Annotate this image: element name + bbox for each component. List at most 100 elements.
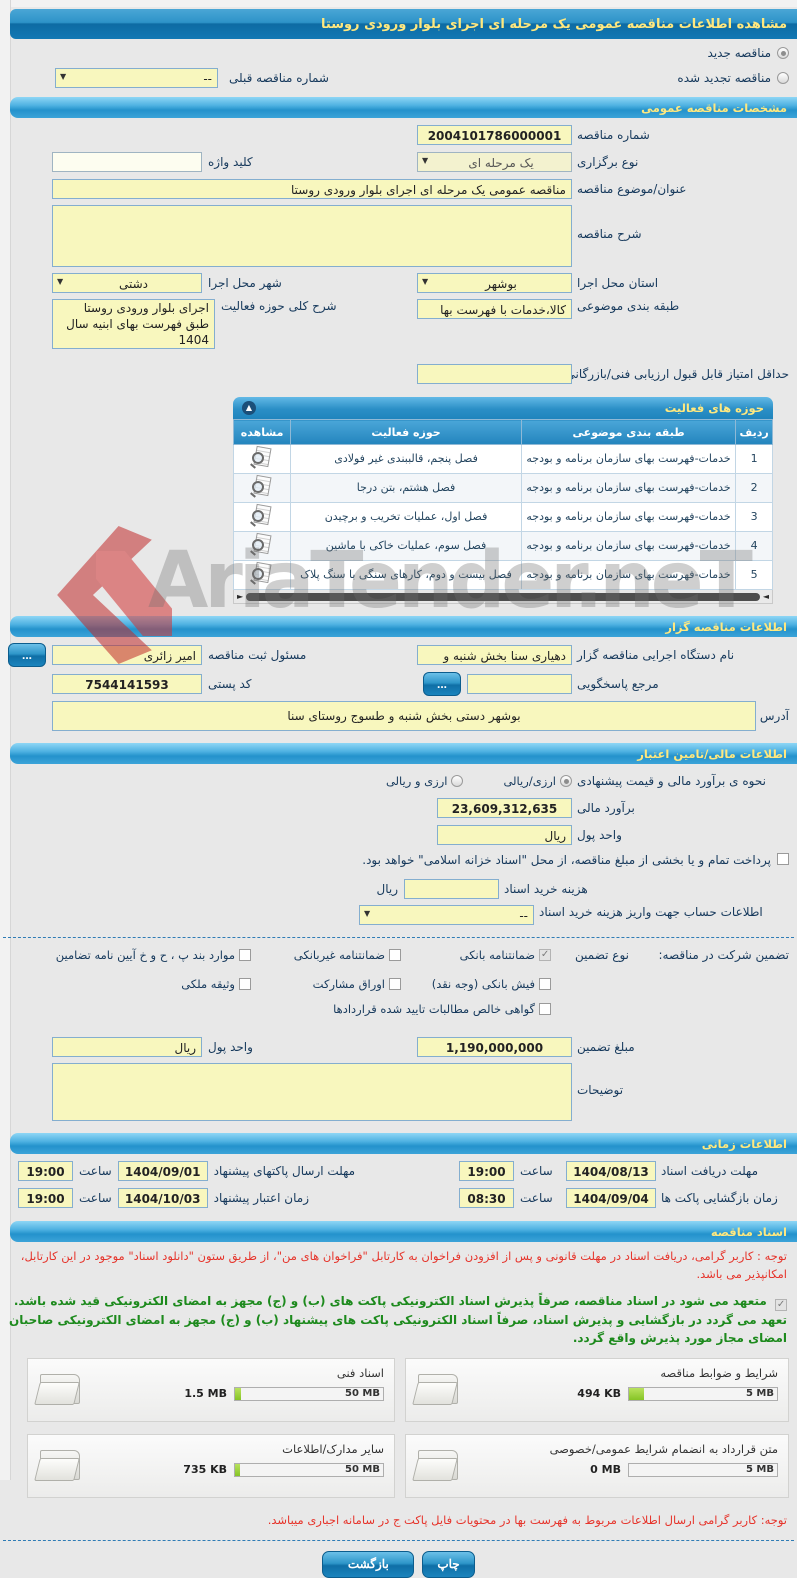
holding-type-label: نوع برگزاری bbox=[577, 155, 639, 169]
address-field[interactable]: بوشهر دستی بخش شنبه و طسوج روستای سنا bbox=[52, 701, 756, 731]
row-field: فصل سوم، عملیات خاکی با ماشین bbox=[290, 531, 522, 561]
scope-textarea[interactable]: اجرای بلوار ورودی روستا طبق فهرست بهای ا… bbox=[52, 299, 215, 349]
agency-name-label: نام دستگاه اجرایی مناقصه گزار bbox=[577, 648, 735, 662]
currency-field[interactable]: ریال bbox=[437, 825, 572, 845]
province-select[interactable]: ▼ بوشهر bbox=[417, 273, 572, 293]
upload-progress-bar: 5 MB bbox=[628, 1462, 778, 1477]
guarantee-claims-checkbox[interactable] bbox=[539, 1003, 551, 1015]
back-button[interactable]: بازگشت bbox=[322, 1550, 415, 1578]
guarantee-amount-row: مبلغ تضمین 1,190,000,000 واحد پول ریال bbox=[52, 1036, 789, 1058]
row-category: خدمات-فهرست بهای سازمان برنامه و بودجه bbox=[520, 502, 737, 532]
keyword-input[interactable] bbox=[52, 152, 202, 172]
currency-label: واحد پول bbox=[577, 828, 622, 842]
estimate-amount-row: برآورد مالی 23,609,312,635 bbox=[52, 797, 789, 819]
upload-current-size: 494 KB bbox=[577, 1387, 621, 1401]
section-schedule-title: اطلاعات زمانی bbox=[701, 1136, 787, 1151]
table-row: 1 خدمات-فهرست بهای سازمان برنامه و بودجه… bbox=[232, 444, 773, 474]
min-score-input[interactable] bbox=[417, 364, 572, 384]
upload-box-terms[interactable]: شرایط و ضوابط مناقصه 494 KB 5 MB bbox=[405, 1357, 789, 1422]
browse-reference-button[interactable]: ... bbox=[423, 672, 461, 696]
proposal-validity-date[interactable]: 1404/10/03 bbox=[117, 1188, 208, 1208]
collapse-panel-icon[interactable]: ▲ bbox=[242, 401, 256, 415]
tender-number-field[interactable]: 2004101786000001 bbox=[417, 125, 572, 145]
scroll-left-arrow-icon[interactable]: ► bbox=[237, 591, 244, 601]
scroll-right-arrow-icon[interactable]: ◄ bbox=[762, 591, 769, 601]
account-row: اطلاعات حساب جهت واریز هزینه خرید اسناد … bbox=[52, 905, 789, 927]
section-general-bar: مشخصات مناقصه عمومی bbox=[10, 97, 797, 118]
province-city-row: استان محل اجرا ▼ بوشهر شهر محل اجرا ▼ دش… bbox=[52, 272, 789, 294]
electronic-signature-pledge: ✓ متعهد می شود در اسناد مناقصه، صرفاً پذ… bbox=[8, 1293, 787, 1346]
horizontal-scrollbar[interactable]: ◄ ► bbox=[233, 590, 773, 604]
row-no: 3 bbox=[735, 502, 773, 532]
upload-box-technical[interactable]: اسناد فنی 1.5 MB 50 MB bbox=[27, 1357, 395, 1422]
estimate-amount-field[interactable]: 23,609,312,635 bbox=[437, 798, 572, 818]
view-document-icon[interactable] bbox=[249, 504, 275, 528]
upload-current-size: 735 KB bbox=[183, 1463, 227, 1477]
browse-agency-button[interactable]: ... bbox=[8, 643, 46, 667]
doc-fee-row: هزینه خرید اسناد ریال bbox=[52, 878, 789, 900]
guarantee-bonds-checkbox[interactable] bbox=[389, 978, 401, 990]
documents-note: توجه : کاربر گرامی، دریافت اسناد در مهلت… bbox=[20, 1249, 787, 1281]
envelope-opening-time[interactable]: 08:30 bbox=[459, 1188, 514, 1208]
agency-name-field[interactable]: دهیاری سنا بخش شنبه و bbox=[417, 645, 572, 665]
upload-max-size: 5 MB bbox=[745, 1463, 774, 1475]
tender-status-row-2: مناقصه تجدید شده شماره مناقصه قبلی ▼ -- bbox=[55, 67, 789, 89]
proposal-send-deadline-date[interactable]: 1404/09/01 bbox=[117, 1161, 208, 1181]
guarantee-bylaw-checkbox[interactable] bbox=[239, 949, 251, 961]
reference-input[interactable] bbox=[467, 674, 572, 694]
upload-box-title: متن قرارداد به انضمام شرایط عمومی/خصوصی bbox=[549, 1441, 778, 1456]
classification-field[interactable]: کالا،خدمات با فهرست بها bbox=[417, 299, 572, 319]
guarantee-bankslip-checkbox[interactable] bbox=[539, 978, 551, 990]
radio-renewed-tender[interactable] bbox=[777, 72, 789, 84]
scrollbar-thumb[interactable] bbox=[246, 592, 760, 601]
divider bbox=[3, 1539, 794, 1541]
row-field: فصل هشتم، بتن درجا bbox=[290, 473, 522, 503]
registrar-field[interactable]: امیر زائری bbox=[52, 645, 202, 665]
activity-panel-header: حوزه های فعالیت ▲ bbox=[233, 397, 773, 419]
currency2-field[interactable]: ریال bbox=[52, 1037, 202, 1057]
upload-box-contract[interactable]: متن قرارداد به انضمام شرایط عمومی/خصوصی … bbox=[405, 1433, 789, 1498]
row-category: خدمات-فهرست بهای سازمان برنامه و بودجه bbox=[520, 473, 737, 503]
doc-receipt-deadline-time[interactable]: 19:00 bbox=[459, 1161, 514, 1181]
pledge-checkbox[interactable]: ✓ bbox=[775, 1298, 787, 1311]
print-button[interactable]: چاپ bbox=[422, 1550, 475, 1578]
upload-max-size: 5 MB bbox=[745, 1387, 774, 1399]
view-document-icon[interactable] bbox=[249, 475, 275, 499]
doc-fee-input[interactable] bbox=[404, 879, 499, 899]
upload-box-title: اسناد فنی bbox=[336, 1365, 384, 1380]
description-textarea[interactable] bbox=[52, 205, 572, 267]
view-document-icon[interactable] bbox=[249, 446, 275, 470]
schedule-row-1: مهلت دریافت اسناد 1404/08/13 ساعت 19:00 … bbox=[18, 1160, 789, 1182]
scope-label: شرح کلی حوزه فعالیت bbox=[221, 299, 337, 313]
col-header-field: حوزه فعالیت bbox=[290, 419, 522, 445]
guarantee-bank-checkbox[interactable]: ✓ bbox=[539, 949, 551, 961]
city-select[interactable]: ▼ دشتی bbox=[52, 273, 202, 293]
holding-type-select[interactable]: ▼ یک مرحله ای bbox=[417, 152, 572, 172]
section-documents-title: اسناد مناقصه bbox=[710, 1224, 787, 1239]
proposal-send-deadline-time[interactable]: 19:00 bbox=[18, 1161, 73, 1181]
type-keyword-row: نوع برگزاری ▼ یک مرحله ای کلید واژه bbox=[52, 151, 789, 173]
radio-mixed-currency[interactable] bbox=[451, 775, 464, 787]
section-documents-bar: اسناد مناقصه bbox=[10, 1221, 797, 1242]
subject-input[interactable]: مناقصه عمومی یک مرحله ای اجرای بلوار ورو… bbox=[52, 179, 572, 199]
tender-number-row: شماره مناقصه 2004101786000001 bbox=[52, 124, 789, 146]
guarantee-property-checkbox[interactable] bbox=[239, 978, 251, 990]
radio-rial-currency[interactable] bbox=[560, 775, 572, 787]
folder-icon bbox=[412, 1373, 458, 1405]
proposal-validity-time[interactable]: 19:00 bbox=[18, 1188, 73, 1208]
view-document-icon[interactable] bbox=[249, 562, 275, 586]
account-select[interactable]: ▼ -- bbox=[359, 905, 534, 925]
doc-receipt-deadline-date[interactable]: 1404/08/13 bbox=[566, 1161, 656, 1181]
radio-new-tender[interactable] bbox=[777, 47, 789, 59]
treasury-checkbox[interactable] bbox=[777, 853, 789, 865]
row-category: خدمات-فهرست بهای سازمان برنامه و بودجه bbox=[520, 444, 737, 474]
upload-box-other[interactable]: سایر مدارک/اطلاعات 735 KB 50 MB bbox=[27, 1433, 395, 1498]
postal-code-field[interactable]: 7544141593 bbox=[52, 674, 202, 694]
envelope-opening-date[interactable]: 1404/09/04 bbox=[566, 1188, 656, 1208]
prev-tender-number-select[interactable]: ▼ -- bbox=[55, 68, 218, 88]
notes-textarea[interactable] bbox=[52, 1063, 572, 1121]
proposal-validity-label: زمان اعتبار پیشنهاد bbox=[213, 1191, 309, 1205]
guarantee-amount-field[interactable]: 1,190,000,000 bbox=[417, 1037, 572, 1057]
view-document-icon[interactable] bbox=[249, 533, 275, 557]
guarantee-nonbank-checkbox[interactable] bbox=[389, 949, 401, 961]
